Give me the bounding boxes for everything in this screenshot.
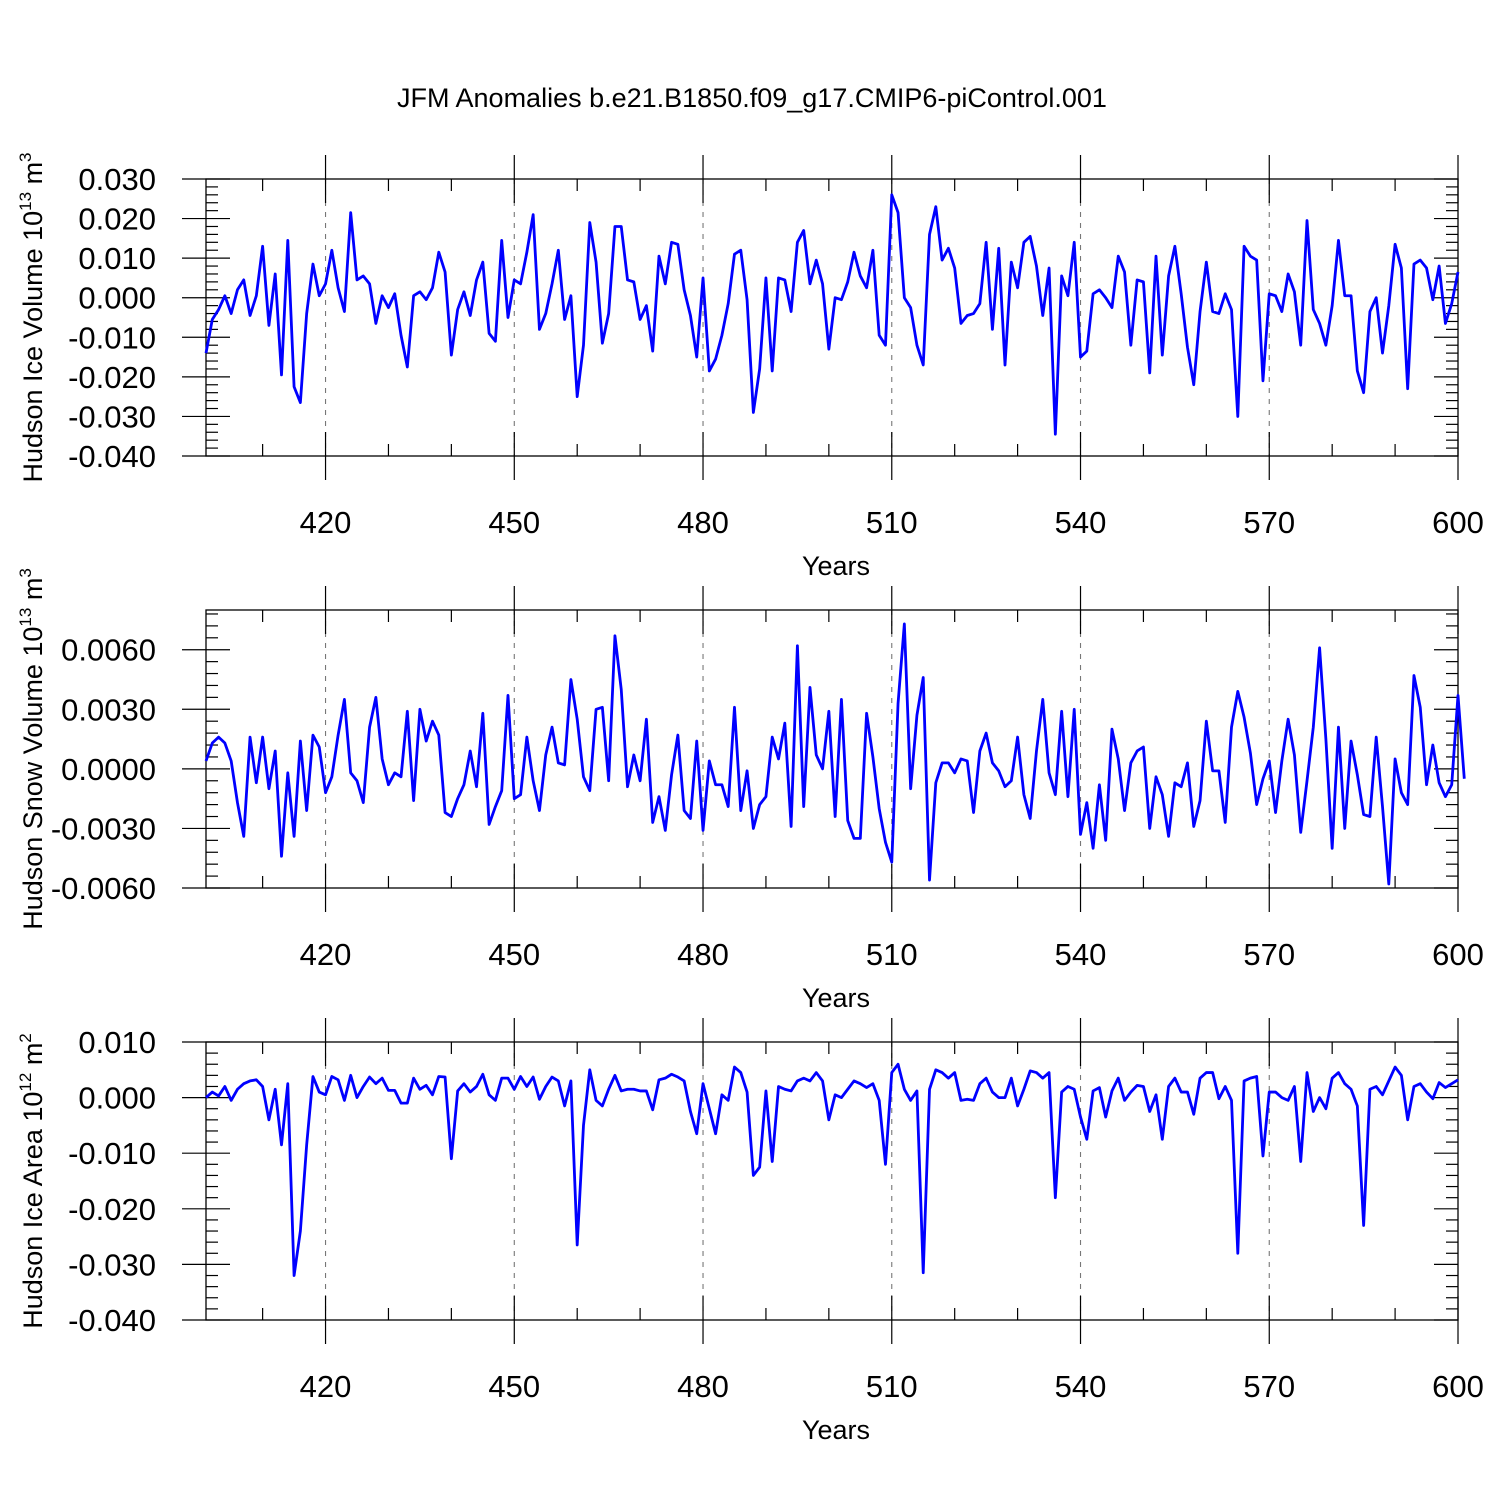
y-tick-label: -0.030 (68, 1247, 156, 1282)
y-tick-label: -0.040 (68, 1303, 156, 1338)
x-tick-label: 420 (300, 505, 352, 540)
y-tick-label: -0.0030 (51, 811, 156, 846)
x-tick-label: 450 (488, 937, 540, 972)
x-axis-label: Years (802, 983, 870, 1013)
panels: -0.040 -0.030 -0.020 -0.010 0.000 0.010 0.020 0… (16, 152, 1484, 1445)
y-tick-label: -0.040 (68, 439, 156, 474)
series-line (204, 622, 1466, 886)
y-tick-label: -0.010 (68, 320, 156, 355)
y-tick-label: 0.0030 (61, 692, 156, 727)
x-tick-label: 540 (1055, 1369, 1107, 1404)
x-tick-label: 600 (1432, 505, 1484, 540)
y-tick-label: 0.0000 (61, 752, 156, 787)
plot-frame (205, 1041, 1459, 1321)
y-tick-label: 0.0060 (61, 633, 156, 668)
chart-panel-2: -0.0060 -0.0030 0.0000 0.0030 0.0060 420 450 48… (16, 568, 1484, 1013)
x-tick-label: 600 (1432, 937, 1484, 972)
y-tick-label: 0.000 (78, 1081, 156, 1116)
y-tick-label: 0.000 (78, 281, 156, 316)
y-axis-label: Hudson Ice Area 1012 m2 (16, 1033, 48, 1329)
x-tick-label: 450 (488, 1369, 540, 1404)
x-tick-label: 510 (866, 505, 918, 540)
figure-title: JFM Anomalies b.e21.B1850.f09_g17.CMIP6-… (397, 83, 1107, 113)
x-tick-label: 510 (866, 1369, 918, 1404)
y-tick-label: 0.030 (78, 162, 156, 197)
x-tick-label: 570 (1243, 505, 1295, 540)
x-tick-label: 450 (488, 505, 540, 540)
chart-panel-3: -0.040 -0.030 -0.020 -0.010 0.000 0.010 420 450… (16, 1018, 1484, 1445)
series-line (204, 193, 1460, 436)
y-tick-label: 0.010 (78, 1025, 156, 1060)
x-tick-label: 570 (1243, 937, 1295, 972)
x-tick-label: 600 (1432, 1369, 1484, 1404)
x-tick-label: 540 (1055, 937, 1107, 972)
plot-frame (205, 178, 1459, 457)
series-line (205, 1062, 1459, 1277)
chart-panel-1: -0.040 -0.030 -0.020 -0.010 0.000 0.010 0.020 0… (16, 152, 1484, 581)
y-axis-label: Hudson Ice Volume 1013 m3 (16, 152, 48, 482)
x-tick-label: 420 (300, 937, 352, 972)
y-tick-label: -0.020 (68, 1192, 156, 1227)
y-axis-label: Hudson Snow Volume 1013 m3 (16, 568, 48, 930)
x-tick-label: 480 (677, 505, 729, 540)
x-axis-label: Years (802, 551, 870, 581)
y-tick-label: 0.020 (78, 202, 156, 237)
x-tick-label: 420 (300, 1369, 352, 1404)
x-tick-label: 540 (1055, 505, 1107, 540)
x-tick-label: 480 (677, 1369, 729, 1404)
y-tick-label: 0.010 (78, 241, 156, 276)
x-tick-label: 480 (677, 937, 729, 972)
y-tick-label: -0.030 (68, 399, 156, 434)
plot-frame (205, 609, 1459, 889)
x-tick-label: 510 (866, 937, 918, 972)
y-tick-label: -0.010 (68, 1136, 156, 1171)
y-tick-label: -0.020 (68, 360, 156, 395)
x-axis-label: Years (802, 1415, 870, 1445)
y-tick-label: -0.0060 (51, 871, 156, 906)
x-tick-label: 570 (1243, 1369, 1295, 1404)
